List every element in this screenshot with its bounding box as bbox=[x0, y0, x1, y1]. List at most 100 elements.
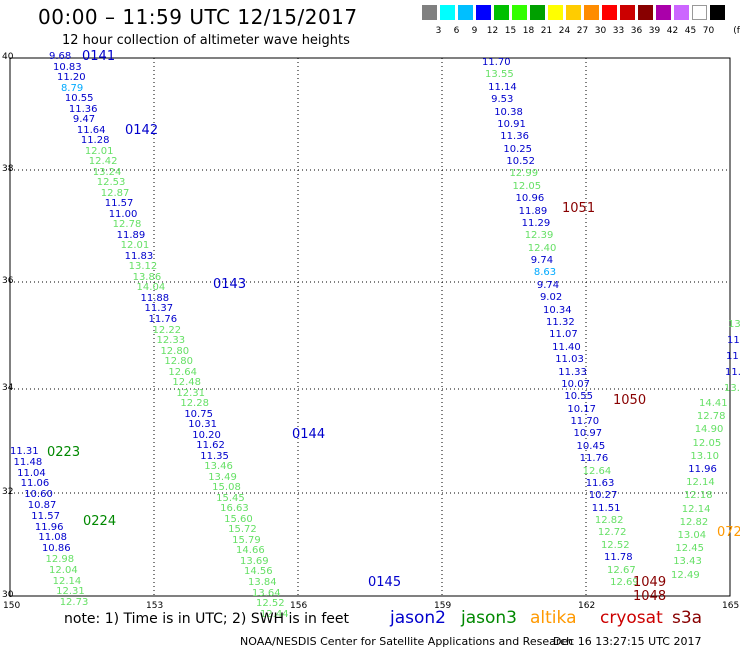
page-subtitle: 12 hour collection of altimeter wave hei… bbox=[62, 33, 350, 48]
swh-value: 12.01 bbox=[84, 145, 114, 157]
swh-value: 10.27 bbox=[588, 490, 618, 502]
swh-value: 9.47 bbox=[72, 114, 96, 126]
legend-swatch bbox=[692, 5, 707, 20]
swh-value: 11.96 bbox=[688, 464, 717, 475]
swh-value: 11.89 bbox=[116, 229, 146, 241]
legend-swatch bbox=[602, 5, 617, 20]
legend-swatch bbox=[566, 5, 581, 20]
swh-value: 12.31 bbox=[176, 387, 205, 399]
legend-swatch bbox=[458, 5, 473, 20]
swh-value: 12.64 bbox=[168, 366, 198, 378]
satellite-label: jason2 bbox=[390, 608, 446, 628]
swh-value: 12.39 bbox=[524, 230, 554, 242]
swh-value: 11.33 bbox=[558, 366, 587, 378]
swh-value: 13.49 bbox=[208, 471, 237, 483]
swh-value: 15.45 bbox=[216, 492, 245, 504]
legend-swatch bbox=[548, 5, 563, 20]
legend-swatch bbox=[674, 5, 689, 20]
legend-swatch bbox=[440, 5, 455, 20]
legend-label: 21 bbox=[540, 26, 553, 36]
swh-value: 11.04 bbox=[17, 467, 46, 479]
swh-value: 11.03 bbox=[555, 354, 584, 366]
swh-value: 14.04 bbox=[136, 282, 166, 294]
swh-value: 15.79 bbox=[232, 534, 261, 546]
swh-value: 10.31 bbox=[188, 419, 217, 431]
swh-value: 11.96 bbox=[34, 521, 64, 533]
credit-line: NOAA/NESDIS Center for Satellite Applica… bbox=[240, 635, 574, 648]
track-pass-label: 0141 bbox=[82, 49, 116, 64]
swh-value: 12.33 bbox=[156, 335, 186, 347]
y-tick-label: 34 bbox=[2, 383, 14, 393]
swh-value: 12.72 bbox=[597, 527, 627, 539]
swh-value: 11.29 bbox=[521, 217, 551, 229]
swh-value: 11.35 bbox=[200, 450, 229, 462]
swh-value: 13.10 bbox=[690, 450, 720, 462]
swh-value: 9.74 bbox=[530, 255, 554, 267]
swh-value: 12.64 bbox=[582, 465, 612, 477]
swh-value: 14.41 bbox=[699, 398, 728, 409]
x-tick-label: 162 bbox=[578, 601, 596, 611]
swh-value: 14.90 bbox=[694, 424, 724, 436]
legend-label: 70 bbox=[702, 26, 715, 36]
track-pass-label: 0145 bbox=[368, 575, 402, 590]
swh-value: 11.57 bbox=[31, 510, 60, 522]
track-pass-label: 1050 bbox=[613, 393, 647, 408]
swh-value: 10.83 bbox=[52, 61, 82, 73]
generated-timestamp: Dec 16 13:27:15 UTC 2017 bbox=[553, 635, 702, 648]
swh-value: 11.31 bbox=[10, 446, 39, 457]
swh-value: 11.76 bbox=[579, 453, 609, 465]
swh-value: 12.44 bbox=[259, 608, 289, 620]
x-tick-label: 153 bbox=[146, 601, 164, 611]
swh-value: 13.12 bbox=[128, 261, 158, 273]
swh-value: 11.37 bbox=[144, 303, 174, 315]
swh-value: 12.98 bbox=[45, 554, 75, 565]
swh-value: 11.51 bbox=[591, 502, 621, 514]
swh-value: 12.14 bbox=[52, 575, 82, 587]
swh-value: 11.83 bbox=[124, 250, 154, 262]
swh-value: 10.25 bbox=[503, 143, 532, 155]
swh-value: 12.80 bbox=[164, 356, 194, 368]
swh-value: 12.78 bbox=[696, 411, 726, 423]
swh-value: 11.70 bbox=[570, 416, 600, 428]
legend-label: 39 bbox=[648, 26, 661, 36]
swh-value: 11.57 bbox=[104, 198, 134, 210]
satellite-label: cryosat bbox=[600, 608, 663, 628]
track-pass-label: 1049 bbox=[633, 575, 667, 590]
swh-value: 11.78 bbox=[604, 552, 633, 564]
swh-value: 10.52 bbox=[506, 156, 536, 168]
swh-value: 12.14 bbox=[681, 503, 711, 515]
swh-value: 13.04 bbox=[677, 530, 707, 541]
swh-value: 11.64 bbox=[76, 124, 106, 136]
track-pass-label: 072 bbox=[717, 525, 740, 540]
swh-value: 10.91 bbox=[497, 118, 526, 130]
track-pass-label: 0144 bbox=[292, 427, 326, 442]
swh-value: 13.5 bbox=[724, 383, 740, 394]
swh-value: 10.07 bbox=[561, 378, 590, 390]
legend-label: 36 bbox=[630, 26, 643, 36]
swh-value: 12.80 bbox=[160, 345, 190, 357]
satellite-label: jason3 bbox=[461, 608, 517, 628]
swh-value: 10.34 bbox=[543, 304, 572, 316]
legend-label: 24 bbox=[558, 26, 571, 36]
legend-label: 6 bbox=[453, 26, 460, 36]
track-pass-label: 0223 bbox=[47, 445, 81, 460]
legend-label: 15 bbox=[504, 26, 517, 36]
swh-value: 9.74 bbox=[536, 279, 560, 291]
legend-swatch bbox=[656, 5, 671, 20]
swh-value: 11 bbox=[727, 335, 740, 346]
track-pass-label: 1051 bbox=[562, 201, 596, 216]
swh-value: 11.36 bbox=[68, 103, 98, 115]
swh-value: 10.96 bbox=[515, 193, 545, 205]
x-tick-label: 150 bbox=[3, 601, 21, 611]
swh-value: 11.28 bbox=[80, 135, 110, 147]
satellite-label: altika bbox=[530, 608, 577, 628]
x-tick-label: 165 bbox=[722, 601, 740, 611]
legend-label: 45 bbox=[684, 26, 697, 36]
swh-value: 15.72 bbox=[228, 524, 257, 536]
swh-value: 11.36 bbox=[500, 131, 529, 143]
track-pass-label: 1048 bbox=[633, 589, 667, 604]
swh-value: 15.60 bbox=[224, 513, 253, 525]
track-pass-label: 0142 bbox=[125, 123, 159, 138]
swh-value: 10.45 bbox=[576, 440, 606, 452]
